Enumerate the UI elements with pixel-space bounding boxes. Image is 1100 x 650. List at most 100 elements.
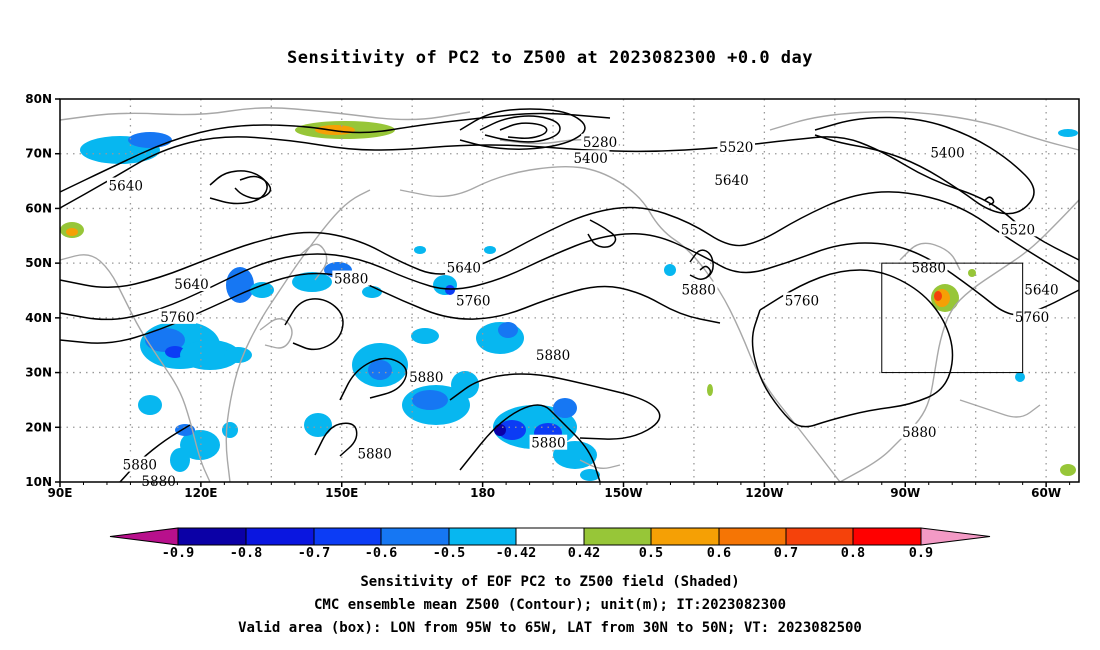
coastline-7 [769,110,1080,151]
colorbar-segment-10 [852,527,922,546]
shade-blob-24 [445,285,455,295]
coastline-10 [959,399,1041,418]
contour-label-bg [679,281,718,297]
contour-label-bg [1022,281,1061,297]
coastline-4 [299,243,328,281]
colorbar-segment-4 [448,527,517,546]
contour-line-17 [314,422,358,457]
shade-blob-36 [664,264,676,276]
shade-warm-3 [66,228,78,236]
lat-label-60N: 60N [25,201,52,215]
lon-label-120W: 120W [745,486,783,500]
shade-blob-33 [553,398,577,418]
caption-valid-area: Valid area (box): LON from 95W to 65W, L… [238,620,862,636]
lon-label-180: 180 [470,486,495,500]
lat-label-70N: 70N [25,147,52,161]
shade-blob-6 [224,347,252,363]
contour-label-14: 5520 [1001,222,1035,238]
shade-blob-37 [1058,129,1078,137]
caption-shaded: Sensitivity of EOF PC2 to Z500 field (Sh… [360,574,740,590]
contour-label-0: 5640 [109,179,143,195]
shade-blob-8 [250,282,274,298]
shade-blob-5 [180,340,240,370]
shade-blob-27 [451,371,479,399]
contour-label-17: 5880 [536,348,570,364]
coastline-0 [59,107,471,121]
valid-area-box [881,262,1024,374]
contour-line-5 [751,269,954,428]
colorbar-label-4: -0.5 [433,545,466,561]
contour-label-bg [172,276,211,292]
colorbar-segment-6 [583,527,652,546]
lat-label-50N: 50N [25,256,52,270]
colorbar-high-triangle [920,527,991,546]
colorbar-label-3: -0.6 [365,545,398,561]
contour-line-3 [59,232,1080,321]
contour-line-7 [209,170,268,205]
shade-blob-35 [484,246,496,254]
contour-label-bg [581,133,619,149]
contour-label-bg [928,144,967,160]
shade-blob-30 [494,424,506,436]
contour-line-9 [479,115,561,143]
lon-label-90E: 90E [48,486,73,500]
contour-label-8: 5640 [714,173,748,189]
lat-label-20N: 20N [25,420,52,434]
contour-label-bg [121,456,159,472]
contour-line-0 [59,136,1080,261]
colorbar: -0.9 -0.8 -0.7 -0.6 -0.5 -0.42 0.42 0.5 0.6 0.7 0.… [109,527,991,561]
colorbar-segment-0 [177,527,247,546]
colorbar-label-11: 0.9 [909,545,933,561]
contour-label-bg [158,308,197,324]
contour-label-bg [106,177,145,193]
colorbar-segment-5 [515,527,585,546]
coastline-5 [399,165,841,483]
contour-labels: 5640 5640 5760 5880 5640 5760 5880 5520 5640 5280… [106,133,1061,490]
contour-label-bg [783,292,821,308]
lon-label-120E: 120E [184,486,217,500]
z500-contours [59,108,1080,483]
contour-label-bg [999,221,1037,237]
shade-blob-13 [222,422,238,438]
shade-blob-34 [414,246,426,254]
contour-label-4: 5640 [447,261,481,277]
contour-label-7: 5520 [719,140,753,156]
colorbar-segment-9 [785,527,854,546]
contour-label-bg [534,347,572,363]
shade-blob-14 [292,272,332,292]
contour-line-15 [284,298,344,351]
contour-label-1: 5640 [174,277,208,293]
contour-label-bg [529,434,568,450]
contour-label-bg [355,445,394,461]
coastline-11 [579,459,621,470]
colorbar-segment-8 [718,527,787,546]
contour-label-2: 5760 [160,310,194,326]
contour-label-bg [717,139,756,155]
coastline-2 [225,189,371,483]
contour-line-11 [814,116,1035,215]
shade-blob-1 [128,132,172,148]
contour-label-3: 5880 [334,272,368,288]
coastline-9 [899,242,961,271]
contour-label-19: 5880 [531,436,565,452]
shade-blob-38 [1015,372,1025,382]
contour-label-bg [454,292,493,308]
contour-line-8 [459,108,586,150]
contour-label-18: 5880 [409,370,443,386]
colorbar-segment-1 [245,527,315,546]
contour-label-22: 5880 [902,425,936,441]
colorbar-label-7: 0.5 [639,545,663,561]
contour-label-bg [332,270,370,286]
shade-blob-29 [498,420,526,440]
map-frame [59,98,1080,483]
contour-label-11: 5760 [785,293,819,309]
contour-label-13: 5400 [930,146,964,162]
shade-warm-8 [1060,464,1076,476]
colorbar-segment-2 [313,527,382,546]
contour-label-16: 5760 [1015,310,1049,326]
contour-label-bg [712,172,751,188]
colorbar-label-6: 0.42 [568,545,601,561]
colorbar-segment-3 [380,527,450,546]
coastlines [59,107,1080,483]
